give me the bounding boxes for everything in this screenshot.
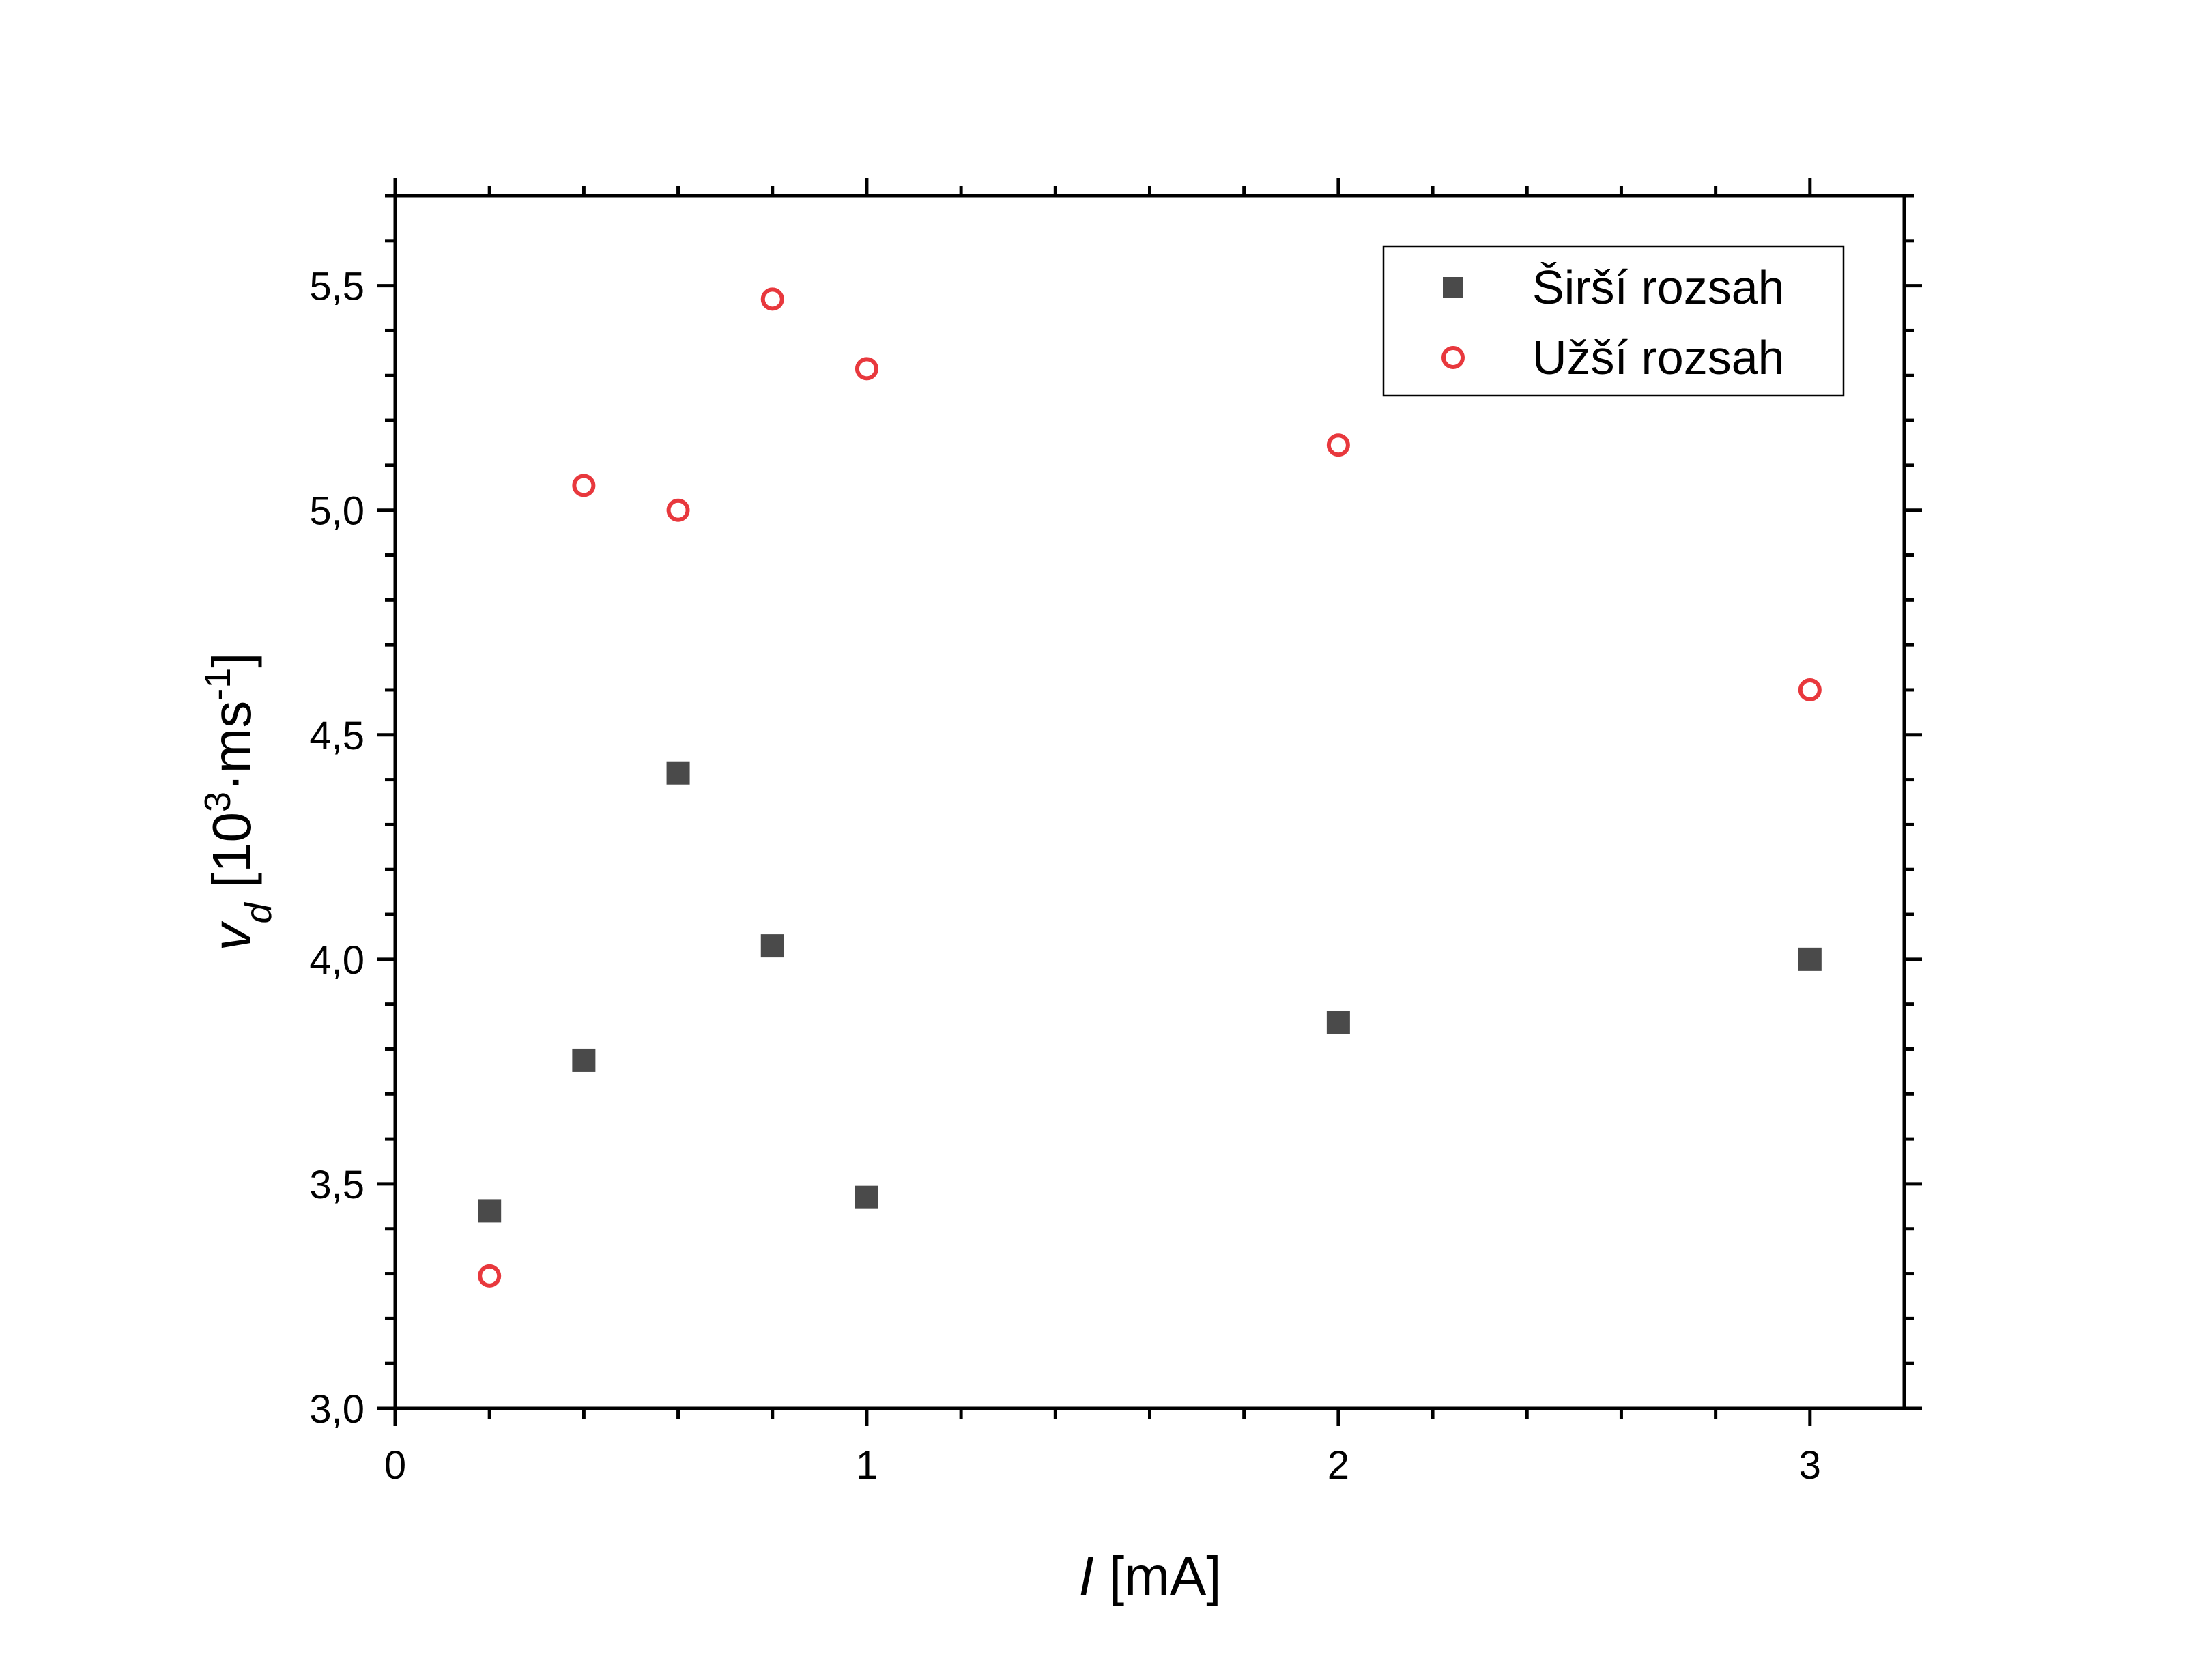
x-tick-label: 2 xyxy=(1328,1443,1349,1488)
point-series-1 xyxy=(478,1199,502,1223)
y-tick-label: 4,5 xyxy=(309,714,364,758)
point-series-2 xyxy=(855,357,878,381)
x-tick-label: 0 xyxy=(384,1443,406,1488)
x-axis-title: I [mA] xyxy=(1079,1546,1222,1606)
x-tick-label: 3 xyxy=(1799,1443,1821,1488)
point-series-1 xyxy=(666,761,690,785)
y-axis-title: vd [103·ms-1] xyxy=(197,652,279,951)
point-series-1 xyxy=(572,1048,596,1072)
y-tick-label: 5,0 xyxy=(309,489,364,534)
y-tick-labels: 3,0 3,5 4,0 4,5 5,0 5,5 xyxy=(309,265,364,1432)
x-tick-label: 1 xyxy=(856,1443,878,1488)
point-series-2 xyxy=(478,1264,502,1288)
legend-box xyxy=(1382,245,1845,397)
legend-marker-series-1 xyxy=(1443,277,1463,298)
point-series-1 xyxy=(760,934,784,958)
y-tick-label: 5,5 xyxy=(309,265,364,309)
point-series-1 xyxy=(1326,1010,1350,1034)
point-series-2 xyxy=(666,498,690,522)
data-points xyxy=(478,287,1822,1288)
point-series-2 xyxy=(1326,433,1350,457)
legend: Širší rozsah Užší rozsah xyxy=(1382,245,1845,397)
y-tick-label: 4,0 xyxy=(309,938,364,983)
legend-label-series-1: Širší rozsah xyxy=(1532,261,1785,314)
x-tick-labels: 0 1 2 3 xyxy=(384,1443,1821,1488)
point-series-2 xyxy=(572,474,596,497)
plot-frame xyxy=(393,194,1906,1410)
legend-marker-series-2 xyxy=(1441,346,1465,369)
point-series-1 xyxy=(1798,947,1822,971)
legend-label-series-2: Užší rozsah xyxy=(1532,331,1785,384)
y-tick-label: 3,0 xyxy=(309,1387,364,1432)
point-series-1 xyxy=(855,1185,878,1209)
point-series-2 xyxy=(1798,678,1822,701)
y-tick-label: 3,5 xyxy=(309,1163,364,1207)
point-series-2 xyxy=(760,287,784,311)
